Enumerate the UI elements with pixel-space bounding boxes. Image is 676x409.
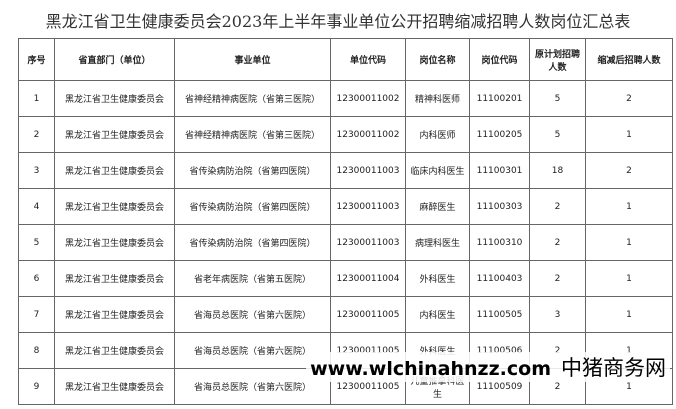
table-cell: 11100201 <box>469 80 530 117</box>
table-row: 2 黑龙江省卫生健康委员会 省神经精神病医院（省第三医院） 12300011002 内科… <box>18 116 673 153</box>
table-cell: 12300011005 <box>330 296 406 333</box>
table-row: 1 黑龙江省卫生健康委员会 省神经精神病医院（省第三医院） 12300011002 精神… <box>18 80 673 117</box>
table-cell: 11100310 <box>469 224 530 261</box>
table-row: 6 黑龙江省卫生健康委员会 省老年病医院（省第五医院） 12300011004 外科医生… <box>18 260 673 297</box>
table-cell: 黑龙江省卫生健康委员会 <box>54 332 175 369</box>
table-cell: 黑龙江省卫生健康委员会 <box>54 224 175 261</box>
table-cell: 3 <box>529 296 586 333</box>
table-cell: 9 <box>18 368 55 405</box>
table-cell: 省神经精神病医院（省第三医院） <box>174 80 331 117</box>
table-cell: 1 <box>585 260 673 297</box>
table-cell: 黑龙江省卫生健康委员会 <box>54 368 175 405</box>
table-cell: 6 <box>18 260 55 297</box>
table-cell: 病理科医生 <box>405 224 470 261</box>
table-cell: 11100205 <box>469 116 530 153</box>
column-header: 单位代码 <box>330 38 406 81</box>
table-cell: 8 <box>18 332 55 369</box>
column-header: 省直部门（单位） <box>54 38 175 81</box>
table-cell: 4 <box>18 188 55 225</box>
table-cell: 省传染病防治院（省第四医院） <box>174 188 331 225</box>
table-cell: 省海员总医院（省第六医院） <box>174 332 331 369</box>
table-cell: 省传染病防治院（省第四医院） <box>174 224 331 261</box>
table-cell: 黑龙江省卫生健康委员会 <box>54 260 175 297</box>
table-cell: 黑龙江省卫生健康委员会 <box>54 188 175 225</box>
table-cell: 省神经精神病医院（省第三医院） <box>174 116 331 153</box>
watermark-url: www.wlchinahnzz.com <box>310 358 551 380</box>
table-cell: 省传染病防治院（省第四医院） <box>174 152 331 189</box>
table-cell: 12300011002 <box>330 80 406 117</box>
table-cell: 黑龙江省卫生健康委员会 <box>54 80 175 117</box>
table-cell: 麻醉医生 <box>405 188 470 225</box>
column-header: 岗位代码 <box>469 38 530 81</box>
table-cell: 临床内科医生 <box>405 152 470 189</box>
table-cell: 1 <box>585 296 673 333</box>
table-cell: 省海员总医院（省第六医院） <box>174 368 331 405</box>
watermark-brand: 中猪商务网 <box>561 356 666 380</box>
table-cell: 内科医生 <box>405 296 470 333</box>
table-cell: 12300011004 <box>330 260 406 297</box>
table-cell: 11100303 <box>469 188 530 225</box>
table-row: 7 黑龙江省卫生健康委员会 省海员总医院（省第六医院） 12300011005 内科医生… <box>18 296 673 333</box>
table-cell: 18 <box>529 152 586 189</box>
table-cell: 12300011003 <box>330 152 406 189</box>
table-cell: 黑龙江省卫生健康委员会 <box>54 116 175 153</box>
table-cell: 3 <box>18 152 55 189</box>
table-cell: 1 <box>585 116 673 153</box>
column-header: 事业单位 <box>174 38 331 81</box>
table-cell: 省老年病医院（省第五医院） <box>174 260 331 297</box>
column-header: 原计划招聘人数 <box>529 38 586 81</box>
table-row: 5 黑龙江省卫生健康委员会 省传染病防治院（省第四医院） 12300011003 病理科… <box>18 224 673 261</box>
summary-table: 序号 省直部门（单位） 事业单位 单位代码 岗位名称 岗位代码 原计划招聘人数 缩减后招聘人数… <box>18 38 673 405</box>
table-cell: 12300011003 <box>330 188 406 225</box>
table-cell: 2 <box>529 260 586 297</box>
table-row: 3 黑龙江省卫生健康委员会 省传染病防治院（省第四医院） 12300011003 临床内… <box>18 152 673 189</box>
table-cell: 12300011002 <box>330 116 406 153</box>
table-cell: 5 <box>18 224 55 261</box>
table-cell: 1 <box>18 80 55 117</box>
document-title: 黑龙江省卫生健康委员会2023年上半年事业单位公开招聘缩减招聘人数岗位汇总表 <box>45 12 631 31</box>
header-row: 序号 省直部门（单位） 事业单位 单位代码 岗位名称 岗位代码 原计划招聘人数 缩减后招聘人数 <box>18 38 673 81</box>
column-header: 岗位名称 <box>405 38 470 81</box>
table-cell: 2 <box>529 188 586 225</box>
table-cell: 黑龙江省卫生健康委员会 <box>54 152 175 189</box>
table-cell: 11100403 <box>469 260 530 297</box>
table-cell: 黑龙江省卫生健康委员会 <box>54 296 175 333</box>
table-cell: 内科医师 <box>405 116 470 153</box>
column-header: 序号 <box>18 38 55 81</box>
table-cell: 5 <box>529 80 586 117</box>
table-row: 4 黑龙江省卫生健康委员会 省传染病防治院（省第四医院） 12300011003 麻醉医… <box>18 188 673 225</box>
table-cell: 7 <box>18 296 55 333</box>
table-cell: 5 <box>529 116 586 153</box>
table-cell: 1 <box>585 224 673 261</box>
column-header: 缩减后招聘人数 <box>585 38 673 81</box>
table-cell: 1 <box>585 188 673 225</box>
table-body: 1 黑龙江省卫生健康委员会 省神经精神病医院（省第三医院） 12300011002 精神… <box>18 80 673 405</box>
table-cell: 精神科医师 <box>405 80 470 117</box>
table-cell: 11100301 <box>469 152 530 189</box>
table-cell: 省海员总医院（省第六医院） <box>174 296 331 333</box>
table-cell: 2 <box>585 152 673 189</box>
table-cell: 11100505 <box>469 296 530 333</box>
table-cell: 外科医生 <box>405 260 470 297</box>
table-cell: 12300011003 <box>330 224 406 261</box>
table-cell: 2 <box>18 116 55 153</box>
table-cell: 2 <box>585 80 673 117</box>
table-cell: 2 <box>529 224 586 261</box>
watermark: www.wlchinahnzz.com 中猪商务网 <box>306 352 670 382</box>
